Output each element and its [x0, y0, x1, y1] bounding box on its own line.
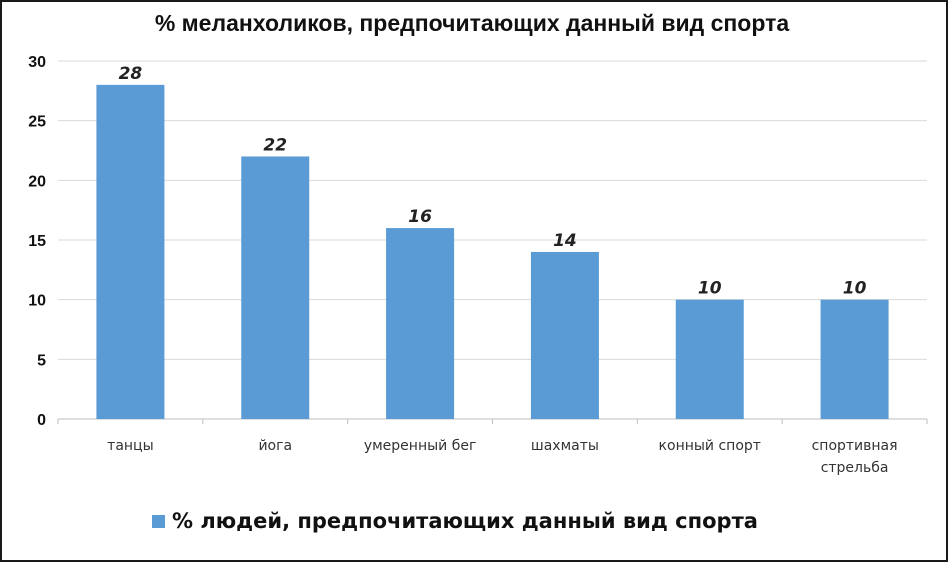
y-tick-label: 10 — [28, 293, 46, 310]
bar — [386, 228, 455, 419]
x-tick-label: конный спорт — [659, 438, 761, 454]
data-label: 28 — [119, 64, 143, 84]
data-labels: 28 22 16 14 10 10 — [119, 64, 867, 299]
bar — [96, 84, 165, 419]
data-label: 16 — [408, 207, 432, 227]
x-tick-label: умеренный бег — [364, 438, 476, 454]
legend-swatch — [152, 515, 165, 528]
gridlines — [57, 60, 928, 424]
y-tick-label: 5 — [37, 352, 46, 369]
y-tick-label: 0 — [37, 412, 46, 429]
y-axis-ticks: 0 5 10 15 20 25 30 — [28, 54, 46, 429]
data-label: 22 — [263, 135, 287, 155]
y-tick-label: 20 — [28, 173, 46, 190]
data-label: 10 — [843, 279, 867, 299]
x-tick-label: спортивная стрельба — [812, 438, 898, 476]
data-label: 14 — [553, 231, 577, 251]
y-tick-label: 30 — [28, 54, 46, 71]
x-tick-label: йога — [258, 438, 292, 454]
data-label: 10 — [698, 279, 722, 299]
legend: % людей, предпочитающих данный вид спорт… — [152, 509, 758, 533]
y-tick-label: 15 — [28, 233, 46, 250]
bar — [675, 299, 744, 419]
bars — [96, 84, 889, 419]
bar — [820, 299, 889, 419]
x-tick-label: шахматы — [531, 438, 599, 454]
chart-title: % меланхоликов, предпочитающих данный ви… — [155, 10, 790, 36]
x-axis-ticks: танцы йога умеренный бег шахматы конный спор… — [107, 438, 897, 476]
bar — [241, 156, 310, 419]
y-tick-label: 25 — [28, 114, 46, 131]
bar — [530, 251, 599, 419]
legend-label: % людей, предпочитающих данный вид спорт… — [172, 509, 758, 533]
x-tick-label: танцы — [107, 438, 153, 454]
